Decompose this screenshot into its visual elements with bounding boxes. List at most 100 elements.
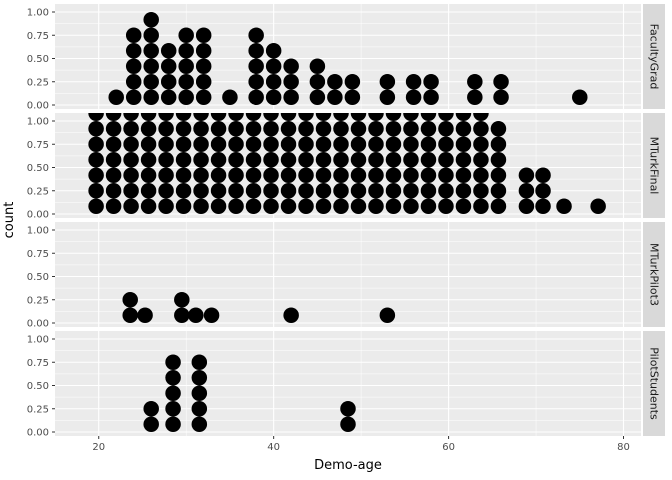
dot xyxy=(140,167,157,183)
dot xyxy=(165,416,181,432)
dot xyxy=(143,58,159,74)
dot xyxy=(535,183,551,199)
y-tick-label: 1.00 xyxy=(27,226,49,237)
dot xyxy=(535,198,551,214)
dot xyxy=(298,183,314,199)
dot xyxy=(210,136,227,152)
facet-strip xyxy=(643,331,665,436)
dot xyxy=(245,152,262,168)
dot xyxy=(315,113,332,121)
dot xyxy=(455,113,472,121)
dot xyxy=(438,198,454,214)
dot xyxy=(193,113,209,121)
y-axis-title: count xyxy=(2,202,17,239)
dot xyxy=(403,152,419,168)
dot xyxy=(315,198,332,214)
dot xyxy=(405,89,422,105)
y-tick-label: 0.00 xyxy=(27,101,49,112)
dot xyxy=(248,27,264,43)
dot xyxy=(160,74,177,90)
dot xyxy=(368,136,384,152)
y-tick-label: 0.00 xyxy=(27,210,49,221)
dot xyxy=(333,198,349,214)
dot xyxy=(467,89,483,105)
dot xyxy=(210,121,227,137)
dot xyxy=(298,113,314,121)
dot xyxy=(125,58,142,74)
dot xyxy=(105,167,122,183)
dot xyxy=(210,113,227,121)
facet-strip xyxy=(643,222,665,327)
dot xyxy=(333,113,349,121)
dot xyxy=(350,113,367,121)
facet-panel-facultygrad: 0.00 0.25 0.50 0.75 1.00 FacultyGrad xyxy=(27,4,665,112)
dot xyxy=(298,136,314,152)
dot xyxy=(490,167,507,183)
dot xyxy=(340,416,356,432)
dot xyxy=(572,89,588,105)
y-tick-label: 0.50 xyxy=(27,163,49,174)
dot xyxy=(158,136,174,152)
dots-mturkpilot3 xyxy=(122,292,396,323)
dot xyxy=(108,89,124,105)
dot xyxy=(350,198,367,214)
dot xyxy=(403,198,419,214)
dot xyxy=(158,183,174,199)
dot xyxy=(493,89,509,105)
dot xyxy=(123,121,139,137)
dot xyxy=(245,167,262,183)
dot xyxy=(193,183,209,199)
dot xyxy=(195,27,212,43)
dot xyxy=(88,198,104,214)
dot xyxy=(518,198,535,214)
dot xyxy=(175,113,192,121)
dot xyxy=(263,198,279,214)
dot xyxy=(403,183,419,199)
dot xyxy=(245,136,262,152)
dot xyxy=(222,89,238,105)
dot xyxy=(105,121,122,137)
y-tick-label: 0.50 xyxy=(27,54,49,65)
y-tick-label: 1.00 xyxy=(27,117,49,128)
dot xyxy=(175,121,192,137)
dot xyxy=(333,152,349,168)
dot xyxy=(125,43,142,59)
dot xyxy=(165,370,181,386)
dot xyxy=(178,58,194,74)
dot xyxy=(315,136,332,152)
dot xyxy=(263,152,279,168)
dot xyxy=(298,167,314,183)
dot xyxy=(473,183,489,199)
dot xyxy=(385,198,402,214)
dot xyxy=(228,167,244,183)
dot xyxy=(123,136,139,152)
dot xyxy=(333,121,349,137)
dot xyxy=(385,136,402,152)
dot xyxy=(160,43,177,59)
y-tick-label: 0.75 xyxy=(27,31,49,42)
facet-strip-label: FacultyGrad xyxy=(648,24,661,90)
dot xyxy=(175,136,192,152)
dot xyxy=(350,183,367,199)
dot xyxy=(518,183,535,199)
dot xyxy=(280,183,297,199)
dot xyxy=(379,307,396,323)
x-tick-label: 60 xyxy=(442,442,455,453)
dot xyxy=(248,89,264,105)
dot xyxy=(105,113,122,121)
y-tick-label: 0.25 xyxy=(27,295,49,306)
y-tick-label: 0.50 xyxy=(27,381,49,392)
dot xyxy=(518,167,535,183)
dot xyxy=(420,136,437,152)
dot xyxy=(158,113,174,121)
dot xyxy=(158,198,174,214)
dot xyxy=(210,167,227,183)
dot xyxy=(140,136,157,152)
dot xyxy=(193,167,209,183)
dot xyxy=(333,183,349,199)
dot xyxy=(191,385,208,401)
dot xyxy=(298,152,314,168)
dot xyxy=(490,136,507,152)
dot xyxy=(368,121,384,137)
